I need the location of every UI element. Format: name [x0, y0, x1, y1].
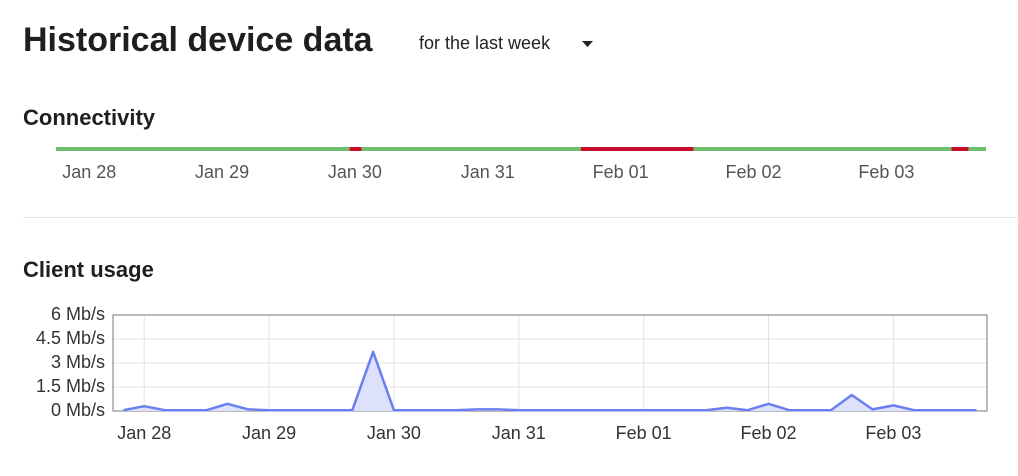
y-tick-label: 4.5 Mb/s [36, 328, 105, 348]
status-segment [580, 147, 694, 151]
x-tick-label: Jan 29 [242, 423, 296, 443]
x-tick-label: Feb 03 [858, 162, 914, 182]
usage-line [123, 350, 977, 412]
status-segment [56, 147, 350, 151]
x-tick-label: Feb 01 [616, 423, 672, 443]
x-tick-label: Jan 28 [62, 162, 116, 182]
connectivity-bar: Jan 28 Jan 29 Jan 30 Jan 31 Feb 01 Feb 02 Feb … [56, 147, 986, 182]
x-tick-label: Feb 02 [725, 162, 781, 182]
connectivity-title: Connectivity [23, 105, 156, 130]
x-tick-label: Feb 02 [740, 423, 796, 443]
page-title: Historical device data [23, 21, 374, 59]
x-tick-label: Jan 28 [117, 423, 171, 443]
usage-title: Client usage [23, 257, 154, 282]
usage-area [123, 351, 977, 411]
x-tick-label: Jan 29 [195, 162, 249, 182]
y-tick-label: 3 Mb/s [51, 352, 105, 372]
x-tick-label: Jan 30 [328, 162, 382, 182]
x-tick-label: Jan 30 [367, 423, 421, 443]
y-tick-label: 6 Mb/s [51, 304, 105, 324]
x-tick-label: Feb 03 [865, 423, 921, 443]
status-segment [951, 147, 969, 151]
range-dropdown[interactable]: for the last week [419, 33, 551, 53]
x-tick-label: Jan 31 [461, 162, 515, 182]
x-tick-label: Jan 31 [492, 423, 546, 443]
y-tick-label: 0 Mb/s [51, 400, 105, 420]
dropdown-caret[interactable] [582, 41, 593, 47]
y-tick-label: 1.5 Mb/s [36, 376, 105, 396]
usage-chart: 0 Mb/s 1.5 Mb/s 3 Mb/s 4.5 Mb/s 6 Mb/s Jan 28… [36, 304, 988, 443]
status-segment [968, 147, 986, 151]
status-segment [349, 147, 362, 151]
status-segment [693, 147, 952, 151]
x-tick-label: Feb 01 [593, 162, 649, 182]
status-segment [361, 147, 581, 151]
